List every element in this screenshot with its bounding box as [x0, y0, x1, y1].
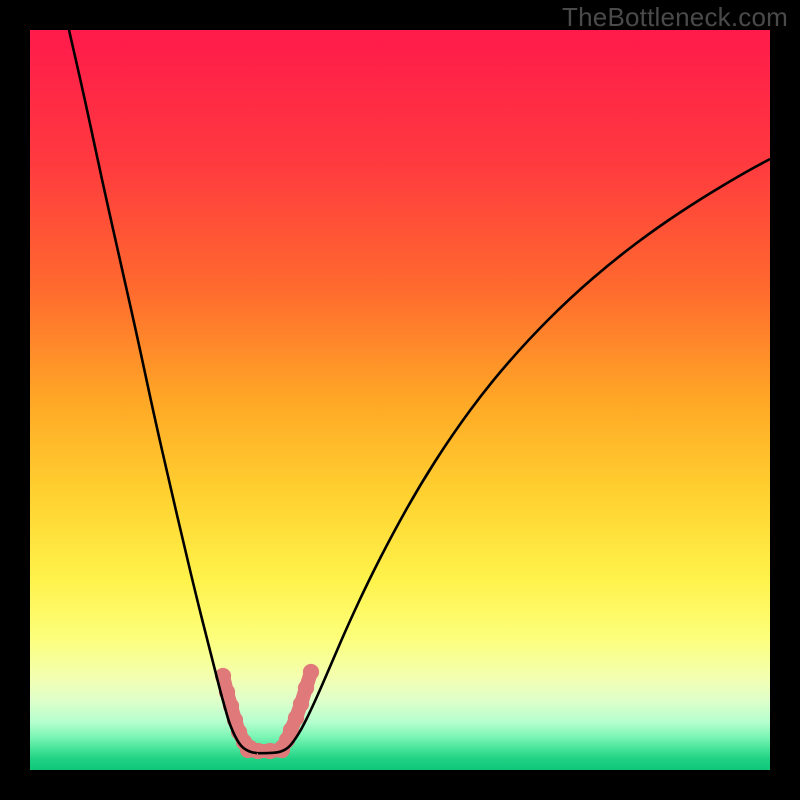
curve-layer — [30, 30, 770, 770]
chart-frame: TheBottleneck.com — [0, 0, 800, 800]
watermark-text: TheBottleneck.com — [562, 2, 788, 33]
bottleneck-curve-right — [258, 159, 770, 753]
marker-bead — [303, 664, 319, 680]
marker-group — [215, 664, 319, 759]
plot-area — [30, 30, 770, 770]
marker-bead — [288, 710, 304, 726]
bottleneck-curve-left — [69, 30, 258, 753]
marker-bead — [298, 680, 314, 696]
marker-bead — [293, 696, 309, 712]
